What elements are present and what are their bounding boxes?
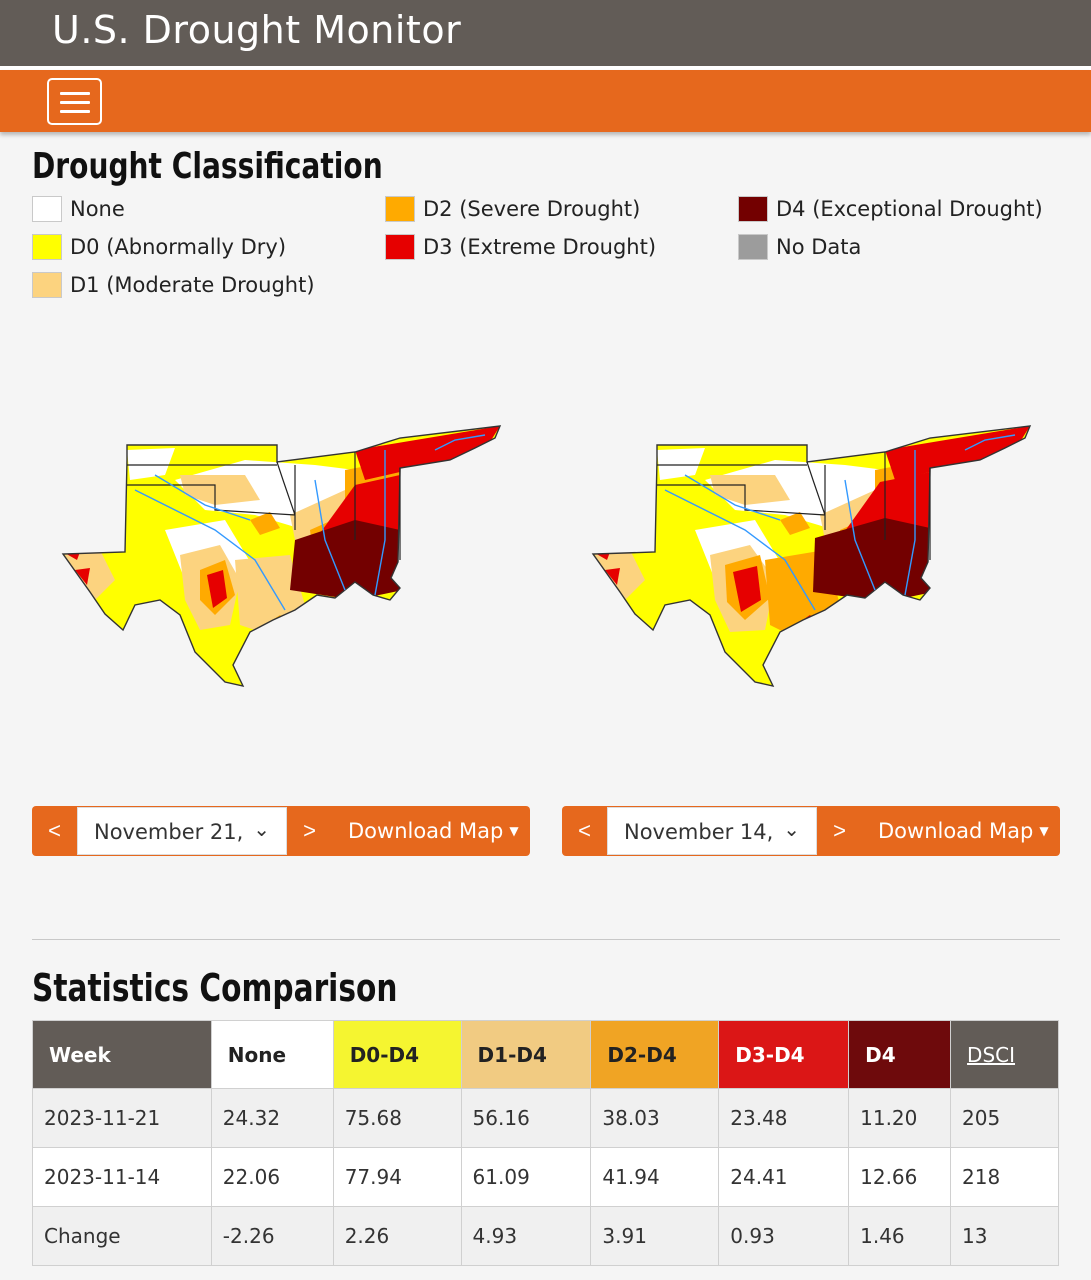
- legend-item-no-data: No Data: [738, 232, 861, 262]
- col-header-none: None: [210, 1020, 334, 1089]
- stats-title: Statistics Comparison: [32, 966, 398, 1010]
- legend-swatch: [32, 272, 62, 298]
- table-cell: 11.20: [848, 1088, 952, 1148]
- col-header-d4: D4: [848, 1020, 952, 1089]
- table-row: 2023-11-21 24.32 75.68 56.16 38.03 23.48…: [32, 1088, 1059, 1148]
- table-cell: 2023-11-14: [32, 1147, 212, 1207]
- drought-map-previous[interactable]: [585, 420, 1045, 695]
- table-cell: Change: [32, 1206, 212, 1266]
- legend-item-d0: D0 (Abnormally Dry): [32, 232, 286, 262]
- table-cell: 205: [950, 1088, 1059, 1148]
- section-divider: [32, 939, 1060, 940]
- table-row: 2023-11-14 22.06 77.94 61.09 41.94 24.41…: [32, 1147, 1059, 1207]
- site-header: U.S. Drought Monitor: [0, 0, 1091, 66]
- legend-label: D3 (Extreme Drought): [423, 235, 657, 259]
- table-cell: 24.32: [210, 1088, 334, 1148]
- table-cell: 77.94: [332, 1147, 462, 1207]
- table-cell: 24.41: [718, 1147, 850, 1207]
- date-select-value: November 14, 2023: [624, 820, 772, 844]
- legend-item-d4: D4 (Exceptional Drought): [738, 194, 1043, 224]
- download-map-label: Download Map: [348, 819, 504, 843]
- col-header-d1-d4: D1-D4: [460, 1020, 592, 1089]
- prev-week-button[interactable]: <: [578, 818, 591, 843]
- legend-swatch: [385, 234, 415, 260]
- table-row: Change -2.26 2.26 4.93 3.91 0.93 1.46 13: [32, 1206, 1059, 1266]
- legend-label: D0 (Abnormally Dry): [70, 235, 287, 259]
- table-cell: 0.93: [718, 1206, 850, 1266]
- table-cell: 12.66: [848, 1147, 952, 1207]
- table-cell: 56.16: [460, 1088, 592, 1148]
- table-cell: 13: [950, 1206, 1059, 1266]
- table-cell: -2.26: [210, 1206, 334, 1266]
- legend-swatch: [385, 196, 415, 222]
- table-cell: 75.68: [332, 1088, 462, 1148]
- table-cell: 2.26: [332, 1206, 462, 1266]
- chevron-down-icon: ⌄: [783, 819, 800, 841]
- date-select-value: November 21, 2023: [94, 820, 242, 844]
- next-week-button[interactable]: >: [303, 818, 316, 843]
- caret-down-icon: ▼: [1039, 824, 1049, 838]
- table-cell: 41.94: [590, 1147, 720, 1207]
- col-header-d3-d4: D3-D4: [718, 1020, 850, 1089]
- classification-title: Drought Classification: [32, 146, 383, 187]
- download-map-button[interactable]: Download Map ▼: [348, 806, 519, 856]
- download-map-button[interactable]: Download Map ▼: [878, 806, 1049, 856]
- caret-down-icon: ▼: [509, 824, 519, 838]
- map-controls-current: < November 21, 2023 ⌄ > Download Map ▼: [32, 806, 530, 856]
- legend-item-none: None: [32, 194, 125, 224]
- map-controls-previous: < November 14, 2023 ⌄ > Download Map ▼: [562, 806, 1060, 856]
- table-cell: 1.46: [848, 1206, 952, 1266]
- legend-swatch: [32, 196, 62, 222]
- nav-bar: [0, 70, 1091, 132]
- legend-label: None: [70, 197, 125, 221]
- legend-label: No Data: [776, 235, 862, 259]
- table-cell: 2023-11-21: [32, 1088, 212, 1148]
- hamburger-menu-icon[interactable]: [47, 78, 102, 125]
- drought-map-current[interactable]: [55, 420, 515, 695]
- table-cell: 23.48: [718, 1088, 850, 1148]
- prev-week-button[interactable]: <: [48, 818, 61, 843]
- col-header-week: Week: [32, 1020, 212, 1089]
- date-select[interactable]: November 14, 2023 ⌄: [607, 807, 817, 855]
- legend-item-d1: D1 (Moderate Drought): [32, 270, 315, 300]
- legend-label: D1 (Moderate Drought): [70, 273, 315, 297]
- col-header-dsci-link[interactable]: DSCI: [950, 1020, 1059, 1089]
- stats-table: Week None D0-D4 D1-D4 D2-D4 D3-D4 D4 DSC…: [32, 1020, 1059, 1266]
- legend-label: D4 (Exceptional Drought): [776, 197, 1043, 221]
- table-cell: 22.06: [210, 1147, 334, 1207]
- site-title[interactable]: U.S. Drought Monitor: [52, 8, 462, 52]
- table-cell: 218: [950, 1147, 1059, 1207]
- header-divider: [0, 66, 1091, 70]
- col-header-d0-d4: D0-D4: [332, 1020, 462, 1089]
- table-cell: 38.03: [590, 1088, 720, 1148]
- legend-swatch: [738, 196, 768, 222]
- legend-item-d3: D3 (Extreme Drought): [385, 232, 656, 262]
- next-week-button[interactable]: >: [833, 818, 846, 843]
- download-map-label: Download Map: [878, 819, 1034, 843]
- date-select[interactable]: November 21, 2023 ⌄: [77, 807, 287, 855]
- legend-swatch: [32, 234, 62, 260]
- stats-header-row: Week None D0-D4 D1-D4 D2-D4 D3-D4 D4 DSC…: [32, 1020, 1059, 1089]
- chevron-down-icon: ⌄: [253, 819, 270, 841]
- legend-item-d2: D2 (Severe Drought): [385, 194, 640, 224]
- legend-label: D2 (Severe Drought): [423, 197, 641, 221]
- table-cell: 61.09: [460, 1147, 592, 1207]
- col-header-d2-d4: D2-D4: [590, 1020, 720, 1089]
- table-cell: 4.93: [460, 1206, 592, 1266]
- legend-swatch: [738, 234, 768, 260]
- table-cell: 3.91: [590, 1206, 720, 1266]
